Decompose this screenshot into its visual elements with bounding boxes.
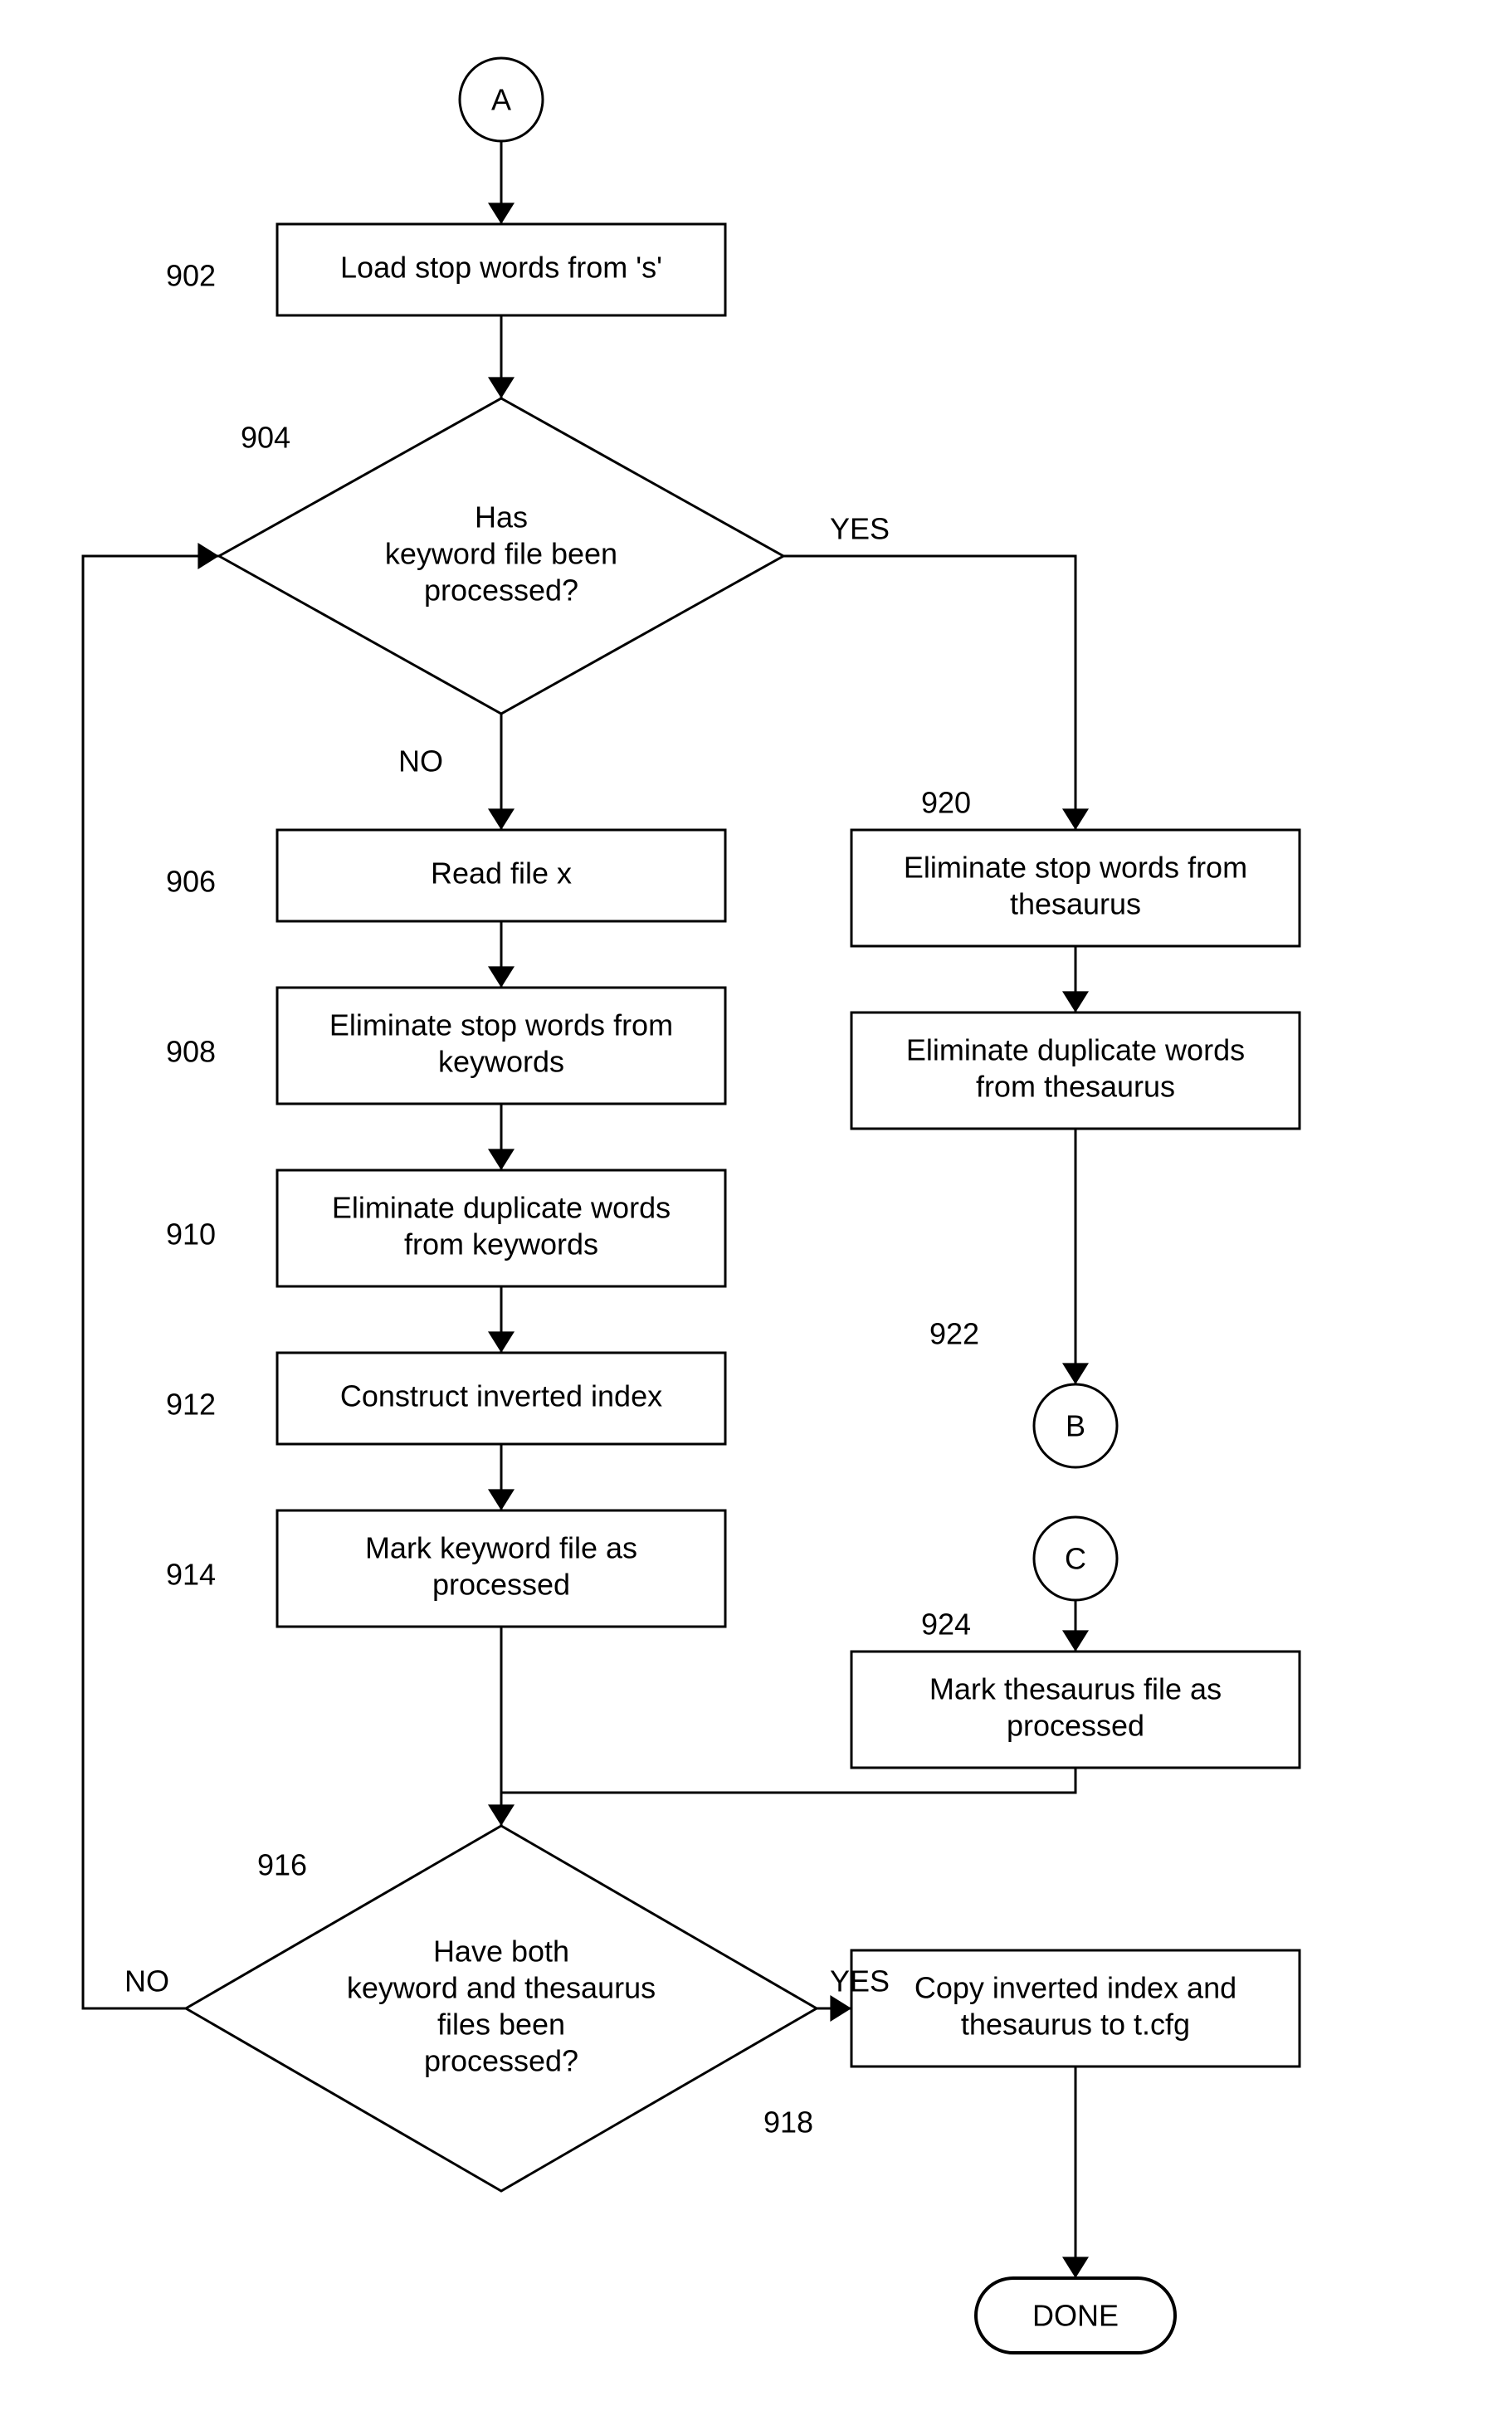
arrowhead — [1062, 1630, 1089, 1652]
node-text: Load stop words from 's' — [340, 251, 662, 285]
branch-label-yes2: YES — [830, 1964, 890, 1998]
connector-label: C — [1065, 1542, 1086, 1576]
ref-912: 912 — [166, 1388, 216, 1422]
node-text: keyword file been — [385, 537, 617, 571]
node-text: Mark thesaurus file as — [929, 1672, 1222, 1706]
ref-924: 924 — [921, 1608, 971, 1642]
ref-916: 916 — [257, 1848, 307, 1882]
node-text: Eliminate duplicate words — [332, 1191, 671, 1225]
arrowhead — [488, 202, 515, 224]
arrowhead — [1062, 991, 1089, 1012]
arrowhead — [488, 1331, 515, 1353]
ref-906: 906 — [166, 865, 216, 899]
ref-914: 914 — [166, 1558, 216, 1592]
node-text: thesaurus — [1010, 887, 1141, 921]
node-text: keywords — [438, 1045, 564, 1079]
terminator-label: DONE — [1032, 2299, 1119, 2333]
ref-920: 920 — [921, 786, 971, 820]
node-text: Mark keyword file as — [365, 1531, 637, 1565]
branch-label-no1: NO — [398, 744, 443, 778]
node-text: Eliminate stop words from — [329, 1008, 673, 1042]
arrowhead — [488, 808, 515, 830]
branch-label-yes1: YES — [830, 512, 890, 546]
arrowhead — [198, 543, 219, 569]
arrowhead — [488, 1489, 515, 1510]
node-text: Construct inverted index — [340, 1379, 662, 1413]
arrowhead — [1062, 2257, 1089, 2278]
ref-908: 908 — [166, 1035, 216, 1069]
ref-904: 904 — [241, 421, 290, 455]
node-text: Have both — [433, 1935, 569, 1969]
flowchart: A B C Load stop words from 's' Haskeyword fi… — [0, 0, 1512, 2430]
node-text: from keywords — [404, 1227, 598, 1261]
arrowhead — [1062, 1363, 1089, 1384]
connector-label: B — [1066, 1409, 1085, 1443]
node-text: processed? — [424, 2044, 578, 2078]
arrowhead — [1062, 808, 1089, 830]
arrowhead — [488, 1804, 515, 1826]
arrowhead — [830, 1995, 851, 2022]
connector-label: A — [491, 83, 511, 117]
arrowhead — [488, 966, 515, 988]
edge — [83, 556, 219, 2008]
node-text: Eliminate stop words from — [904, 851, 1247, 885]
arrowhead — [488, 1149, 515, 1170]
node-text: files been — [437, 2008, 565, 2042]
ref-910: 910 — [166, 1217, 216, 1252]
arrowhead — [488, 377, 515, 398]
node-text: processed — [432, 1568, 570, 1602]
node-text: Read file x — [431, 856, 572, 891]
node-text: thesaurus to t.cfg — [961, 2008, 1190, 2042]
ref-918: 918 — [763, 2106, 813, 2140]
ref-902: 902 — [166, 259, 216, 293]
node-text: processed? — [424, 573, 578, 608]
edge — [501, 1768, 1075, 1793]
node-text: Has — [475, 500, 528, 534]
node-text: processed — [1007, 1709, 1144, 1743]
branch-label-no2: NO — [124, 1964, 169, 1998]
node-text: Eliminate duplicate words — [906, 1033, 1245, 1067]
node-text: Copy inverted index and — [915, 1971, 1236, 2005]
ref-922: 922 — [929, 1317, 979, 1351]
node-text: from thesaurus — [976, 1070, 1175, 1104]
node-text: keyword and thesaurus — [347, 1971, 656, 2005]
